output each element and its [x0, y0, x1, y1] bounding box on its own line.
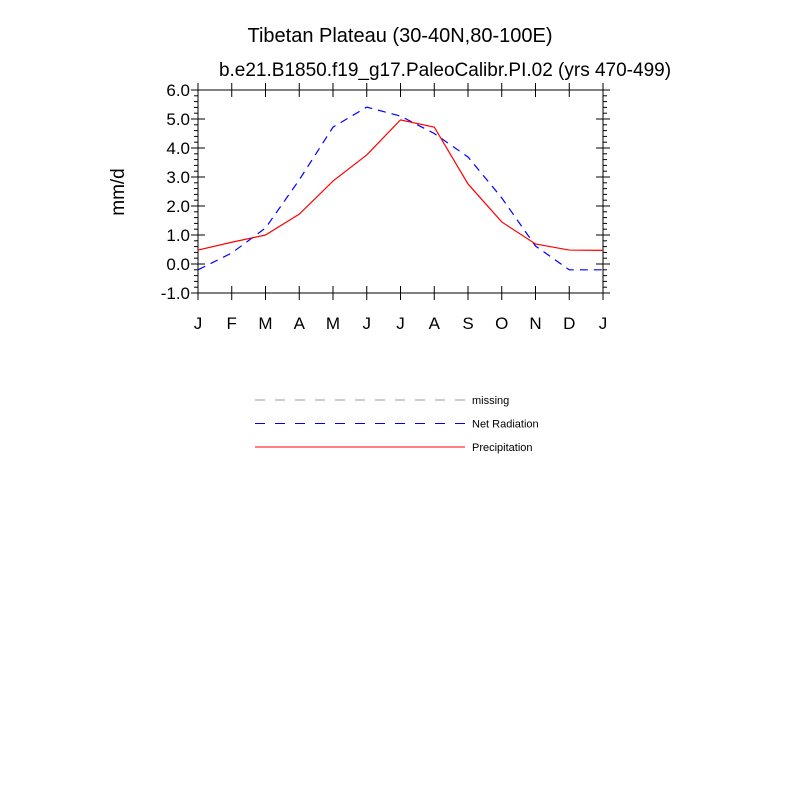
- y-tick-label: 3.0: [166, 168, 190, 187]
- x-tick-label: A: [429, 314, 441, 333]
- x-tick-label: J: [363, 314, 372, 333]
- x-tick-label: J: [599, 314, 608, 333]
- chart-title: Tibetan Plateau (30-40N,80-100E): [248, 25, 553, 47]
- x-tick-label: F: [227, 314, 237, 333]
- chart-subtitle: b.e21.B1850.f19_g17.PaleoCalibr.PI.02 (y…: [219, 60, 671, 81]
- legend-label: missing: [472, 395, 509, 407]
- series-line: [197, 119, 604, 251]
- legend-label: Net Radiation: [472, 419, 539, 431]
- x-tick-label: A: [294, 314, 306, 333]
- x-tick-label: N: [529, 314, 541, 333]
- series-line: [197, 106, 603, 271]
- x-tick-label: O: [495, 314, 508, 333]
- x-tick-label: S: [462, 314, 473, 333]
- y-tick-label: -1.0: [161, 284, 190, 303]
- y-tick-label: 6.0: [166, 81, 190, 100]
- x-tick-label: J: [396, 314, 405, 333]
- x-tick-label: D: [563, 314, 575, 333]
- legend-label: Precipitation: [472, 442, 533, 454]
- x-tick-label: M: [326, 314, 340, 333]
- x-tick-label: M: [258, 314, 272, 333]
- y-axis-label: mm/d: [108, 168, 129, 216]
- x-tick-label: J: [194, 314, 203, 333]
- y-tick-label: 5.0: [166, 110, 190, 129]
- y-tick-label: 0.0: [166, 255, 190, 274]
- y-tick-label: 2.0: [166, 197, 190, 216]
- y-tick-label: 4.0: [166, 139, 190, 158]
- y-tick-label: 1.0: [166, 226, 190, 245]
